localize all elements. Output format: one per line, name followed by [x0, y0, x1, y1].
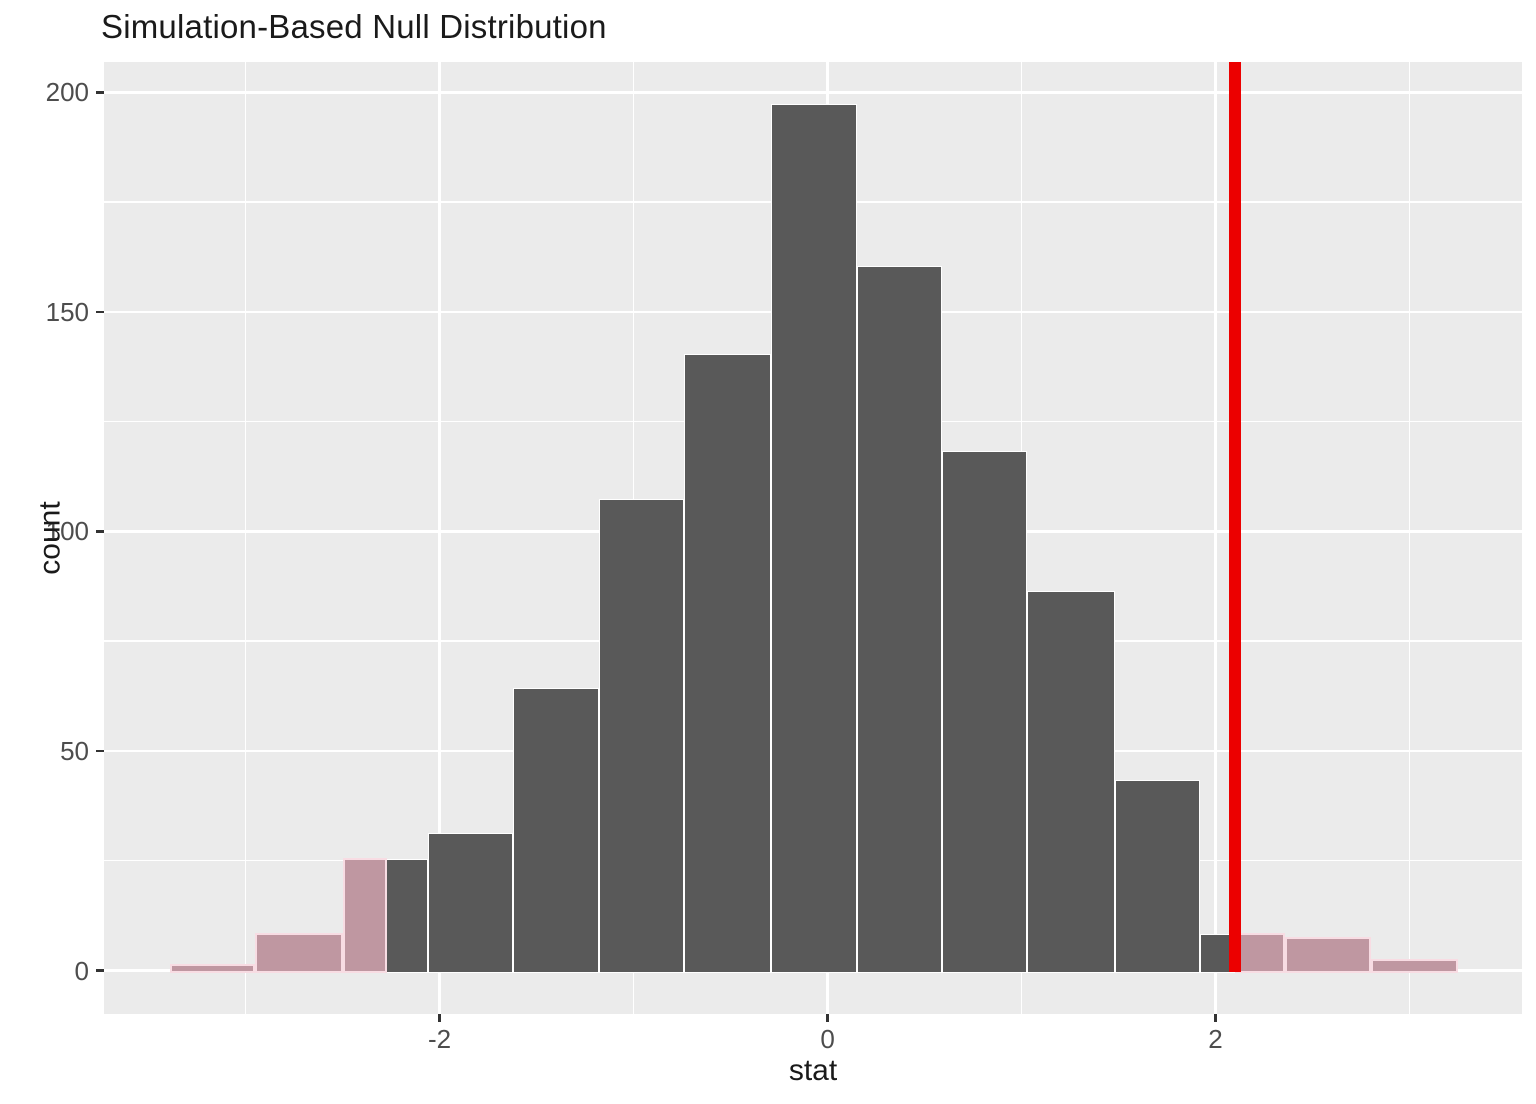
- shaded-histogram-bar: [169, 963, 256, 973]
- x-axis-title: stat: [788, 1054, 838, 1087]
- y-tick-label: 200: [45, 77, 89, 108]
- y-axis-tick: [96, 91, 104, 94]
- x-major-gridline: [438, 62, 441, 1014]
- y-axis-tick: [96, 530, 104, 533]
- histogram-bar: [1027, 591, 1115, 973]
- histogram-bar: [427, 832, 514, 973]
- plot-panel: [104, 62, 1522, 1014]
- y-major-gridline: [104, 91, 1522, 94]
- histogram-bar: [1114, 780, 1200, 973]
- y-tick-label: 100: [45, 516, 89, 547]
- y-tick-label: 50: [60, 735, 89, 766]
- histogram-bar: [598, 499, 684, 973]
- x-axis-tick: [1214, 1014, 1217, 1022]
- y-tick-label: 0: [74, 955, 89, 986]
- x-major-gridline: [1214, 62, 1217, 1014]
- y-axis-title: count: [33, 501, 67, 575]
- x-axis-tick: [826, 1014, 829, 1022]
- histogram-bar: [684, 354, 772, 973]
- shaded-histogram-bar: [1234, 932, 1286, 973]
- x-minor-gridline: [244, 62, 247, 1014]
- histogram-bar: [856, 266, 942, 973]
- x-minor-gridline: [1408, 62, 1411, 1014]
- plot-title: Simulation-Based Null Distribution: [101, 8, 607, 45]
- shaded-histogram-bar: [255, 932, 343, 973]
- observed-stat-line: [1229, 62, 1241, 973]
- y-tick-label: 150: [45, 296, 89, 327]
- histogram-bar: [771, 103, 857, 973]
- x-tick-label: 2: [1208, 1024, 1223, 1054]
- shaded-histogram-bar: [342, 858, 388, 973]
- x-tick-label: 0: [820, 1024, 835, 1054]
- x-axis-tick: [438, 1014, 441, 1022]
- x-tick-label: -2: [428, 1024, 452, 1054]
- y-axis-tick: [96, 310, 104, 314]
- y-axis-tick: [96, 749, 104, 753]
- shaded-histogram-bar: [1285, 937, 1371, 973]
- shaded-histogram-bar: [1370, 959, 1458, 973]
- y-axis-tick: [96, 969, 104, 972]
- histogram-bar: [941, 450, 1028, 973]
- histogram-bar: [513, 687, 599, 973]
